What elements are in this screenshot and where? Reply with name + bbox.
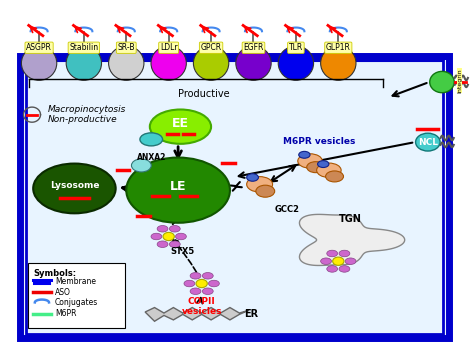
Ellipse shape xyxy=(193,46,229,80)
Ellipse shape xyxy=(416,133,440,151)
Ellipse shape xyxy=(236,46,271,80)
Ellipse shape xyxy=(317,163,341,177)
Ellipse shape xyxy=(151,46,186,80)
Ellipse shape xyxy=(131,159,151,172)
Text: Macropinocytosis: Macropinocytosis xyxy=(47,105,126,114)
Text: NCL: NCL xyxy=(418,138,438,147)
Text: M6PR: M6PR xyxy=(55,309,77,318)
Ellipse shape xyxy=(190,273,201,279)
Text: GPCR: GPCR xyxy=(201,43,222,52)
Text: Productive: Productive xyxy=(178,89,230,99)
Text: EGFR: EGFR xyxy=(243,43,264,52)
Text: GCC2: GCC2 xyxy=(275,205,300,214)
Ellipse shape xyxy=(151,233,162,240)
Ellipse shape xyxy=(298,154,322,168)
Text: Non-productive: Non-productive xyxy=(47,115,117,124)
Text: EE: EE xyxy=(172,117,189,130)
Ellipse shape xyxy=(66,46,101,80)
Ellipse shape xyxy=(327,266,337,272)
Ellipse shape xyxy=(307,162,325,173)
Ellipse shape xyxy=(109,46,144,80)
Bar xyxy=(20,56,449,338)
Text: Conjugates: Conjugates xyxy=(55,298,99,307)
Ellipse shape xyxy=(339,250,350,257)
Text: ASO: ASO xyxy=(55,288,71,297)
Ellipse shape xyxy=(339,266,350,272)
Ellipse shape xyxy=(150,109,211,144)
Text: M6PR vesicles: M6PR vesicles xyxy=(283,137,356,146)
Ellipse shape xyxy=(190,288,201,294)
Text: Integrin: Integrin xyxy=(457,68,462,93)
Bar xyxy=(28,263,125,328)
Text: Lysosome: Lysosome xyxy=(50,181,99,190)
Ellipse shape xyxy=(157,226,168,232)
Ellipse shape xyxy=(278,46,314,80)
Text: SR-B: SR-B xyxy=(118,43,135,52)
Text: Membrane: Membrane xyxy=(55,277,96,286)
Ellipse shape xyxy=(163,233,174,240)
Text: ANXA2: ANXA2 xyxy=(137,153,166,162)
Ellipse shape xyxy=(126,157,230,223)
Ellipse shape xyxy=(184,280,195,287)
Text: Symbols:: Symbols: xyxy=(33,269,76,278)
Ellipse shape xyxy=(175,233,186,240)
Ellipse shape xyxy=(202,288,213,294)
Text: TLR: TLR xyxy=(289,43,303,52)
Ellipse shape xyxy=(345,258,356,264)
Text: LE: LE xyxy=(170,180,186,193)
Ellipse shape xyxy=(299,152,310,158)
Ellipse shape xyxy=(33,164,116,213)
Ellipse shape xyxy=(209,280,219,287)
Text: GLP1R: GLP1R xyxy=(326,43,351,52)
Polygon shape xyxy=(145,308,249,321)
Ellipse shape xyxy=(430,71,454,93)
Text: COPII
vesicles: COPII vesicles xyxy=(182,297,222,316)
Text: LDLr: LDLr xyxy=(160,43,177,52)
Ellipse shape xyxy=(246,176,273,192)
Text: TGN: TGN xyxy=(338,214,362,224)
Ellipse shape xyxy=(246,174,258,181)
Ellipse shape xyxy=(202,273,213,279)
Bar xyxy=(20,56,449,338)
Ellipse shape xyxy=(327,250,337,257)
Ellipse shape xyxy=(169,226,180,232)
Text: ER: ER xyxy=(244,309,258,319)
Text: ASGPR: ASGPR xyxy=(26,43,52,52)
Text: Stabilin: Stabilin xyxy=(69,43,99,52)
Bar xyxy=(26,61,443,334)
Ellipse shape xyxy=(140,133,163,146)
Text: STX5: STX5 xyxy=(171,247,195,256)
Ellipse shape xyxy=(333,257,344,265)
Polygon shape xyxy=(300,215,405,265)
Ellipse shape xyxy=(196,280,207,288)
Ellipse shape xyxy=(318,161,329,167)
Ellipse shape xyxy=(320,258,331,264)
Ellipse shape xyxy=(157,241,168,247)
Ellipse shape xyxy=(326,171,344,182)
Ellipse shape xyxy=(320,46,356,80)
Ellipse shape xyxy=(256,185,275,197)
Ellipse shape xyxy=(21,46,57,80)
Ellipse shape xyxy=(169,241,180,247)
